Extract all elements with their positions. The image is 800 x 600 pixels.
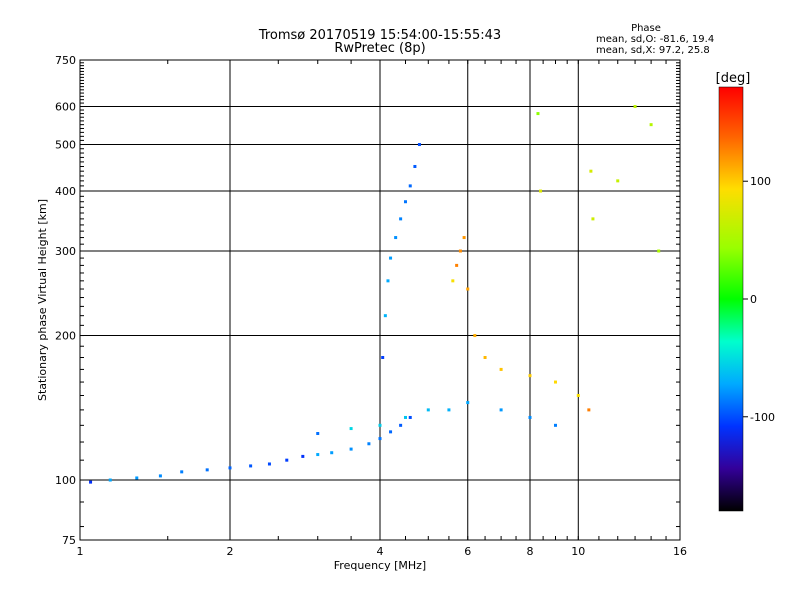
data-point — [462, 236, 466, 240]
data-point — [135, 476, 139, 480]
data-point — [378, 437, 382, 441]
data-point — [426, 408, 430, 412]
data-point — [394, 236, 398, 240]
colorbar: [deg] 100 0 -100 — [716, 71, 775, 512]
data-point — [381, 355, 385, 359]
y-axis-ticks: 75 100 200 300 400 500 600 750 — [55, 54, 680, 547]
colorbar-ticks: 100 0 -100 — [743, 175, 775, 424]
data-point — [536, 112, 540, 116]
y-tick-label: 500 — [55, 139, 76, 152]
data-points — [89, 105, 661, 484]
data-point — [417, 143, 421, 147]
data-point — [89, 480, 93, 484]
data-point — [591, 217, 595, 221]
data-point — [616, 179, 620, 183]
data-point — [483, 355, 487, 359]
data-point — [367, 442, 371, 446]
data-point — [649, 123, 653, 127]
data-point — [349, 427, 353, 431]
data-point — [267, 462, 271, 466]
data-point — [539, 189, 543, 193]
data-point — [403, 415, 407, 419]
data-point — [389, 256, 393, 260]
y-tick-label: 75 — [62, 534, 76, 547]
data-point — [633, 105, 637, 109]
data-point — [378, 423, 382, 427]
data-point — [403, 200, 407, 204]
grid-lines — [80, 60, 680, 540]
data-point — [473, 334, 477, 338]
y-tick-label: 600 — [55, 101, 76, 114]
data-point — [330, 451, 334, 455]
data-point — [408, 184, 412, 188]
data-point — [576, 394, 580, 398]
x-tick-label: 6 — [464, 545, 471, 558]
plot-area: 1 2 4 6 8 10 16 75 100 200 300 400 500 600 750 — [55, 54, 687, 558]
data-point — [657, 249, 661, 253]
data-point — [301, 454, 305, 458]
colorbar-label: [deg] — [716, 71, 751, 86]
data-point — [447, 408, 451, 412]
data-point — [108, 478, 112, 482]
phase-stats-o: mean, sd,O: -81.6, 19.4 — [596, 34, 714, 45]
x-axis-label: Frequency [MHz] — [334, 559, 426, 572]
data-point — [466, 401, 470, 405]
colorbar-tick-label: 100 — [750, 175, 771, 188]
y-tick-label: 200 — [55, 330, 76, 343]
x-tick-label: 4 — [377, 545, 384, 558]
data-point — [383, 314, 387, 318]
data-point — [285, 458, 289, 462]
data-point — [386, 279, 390, 283]
data-point — [389, 430, 393, 434]
x-tick-label: 1 — [77, 545, 84, 558]
data-point — [349, 447, 353, 451]
data-point — [451, 279, 455, 283]
data-point — [455, 263, 459, 267]
colorbar-tick-label: 0 — [750, 293, 757, 306]
data-point — [553, 380, 557, 384]
data-point — [466, 287, 470, 291]
colorbar-tick-label: -100 — [750, 411, 775, 424]
data-point — [528, 374, 532, 378]
data-point — [587, 408, 591, 412]
data-point — [316, 453, 320, 457]
colorbar-gradient — [718, 86, 744, 512]
y-axis-label: Stationary phase Virtual Height [km] — [36, 199, 49, 401]
chart-title: Tromsø 20170519 15:54:00-15:55:43 — [258, 28, 501, 43]
data-point — [413, 164, 417, 168]
data-point — [158, 474, 162, 478]
data-point — [399, 217, 403, 221]
data-point — [553, 423, 557, 427]
y-tick-label: 300 — [55, 245, 76, 258]
data-point — [408, 415, 412, 419]
x-tick-label: 16 — [673, 545, 687, 558]
data-point — [499, 408, 503, 412]
data-point — [228, 466, 232, 470]
data-point — [528, 415, 532, 419]
data-point — [249, 464, 253, 468]
data-point — [205, 468, 209, 472]
data-point — [499, 367, 503, 371]
data-point — [180, 470, 184, 474]
x-tick-label: 10 — [571, 545, 585, 558]
y-tick-label: 750 — [55, 54, 76, 67]
data-point — [589, 169, 593, 173]
data-point — [316, 432, 320, 436]
y-tick-label: 100 — [55, 474, 76, 487]
data-point — [399, 423, 403, 427]
y-tick-label: 400 — [55, 185, 76, 198]
data-point — [458, 249, 462, 253]
phase-heading: Phase — [631, 23, 661, 34]
chart-subtitle: RwPretec (8p) — [334, 41, 425, 56]
x-axis-ticks: 1 2 4 6 8 10 16 — [77, 60, 687, 558]
x-tick-label: 8 — [527, 545, 534, 558]
x-tick-label: 2 — [227, 545, 234, 558]
phase-stats-x: mean, sd,X: 97.2, 25.8 — [596, 45, 710, 56]
